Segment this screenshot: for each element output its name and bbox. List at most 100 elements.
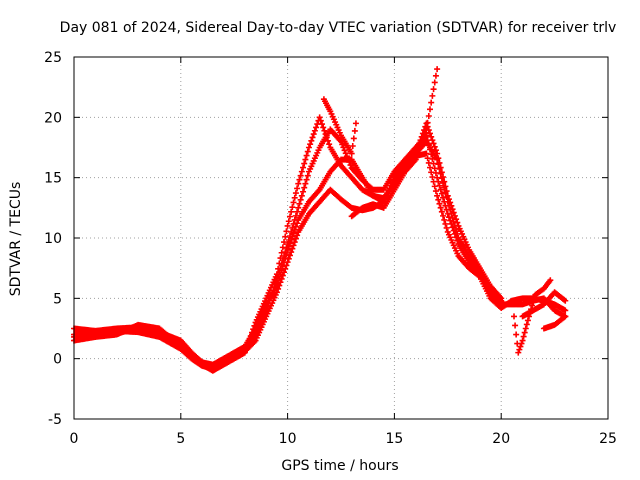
data-point [289,245,296,252]
axis-ticks: 0 5 10 15 20 25 -5 0 5 10 15 20 25 [44,50,617,447]
data-point [282,233,289,240]
data-point [529,302,536,309]
data-point [283,228,290,235]
data-point [288,237,295,244]
y-tick-label: 0 [53,352,62,368]
data-point [511,313,518,320]
data-point [434,66,441,73]
data-point [291,194,298,201]
data-point [436,200,443,207]
data-point [300,164,307,171]
data-point [324,137,331,144]
y-axis-label: SDTVAR / TECUs [8,182,24,297]
data-point [303,152,310,159]
data-point [523,321,530,328]
data-point [323,134,330,141]
data-point [317,117,324,124]
data-point [430,140,437,147]
data-point [349,142,356,149]
data-point [296,200,303,207]
data-point [517,343,524,350]
data-point [352,120,359,127]
data-point [286,240,293,247]
y-tick-label: 10 [44,231,62,247]
data-point [286,252,293,259]
data-point [316,114,323,121]
data-point [524,317,531,324]
data-point [417,143,424,150]
data-point [437,164,444,171]
data-point [297,172,304,179]
data-point [562,307,569,314]
data-point [449,206,456,213]
x-tick-label: 10 [279,431,297,447]
data-point [428,99,435,106]
data-point [298,168,305,175]
data-point [283,262,290,269]
data-point [438,169,445,176]
data-point [427,106,433,113]
data-point [294,208,301,215]
data-point [277,279,284,286]
data-point [348,150,355,157]
x-tick-label: 15 [385,431,403,447]
data-point [292,223,299,230]
data-point [278,249,285,256]
data-point [296,176,303,183]
data-point [313,124,320,131]
data-point [326,141,333,148]
data-point [416,146,423,153]
data-point [445,196,452,203]
data-point [304,172,311,179]
data-point [279,244,286,251]
data-point [309,134,316,141]
data-point [425,112,432,119]
data-point [308,137,315,144]
data-point [425,159,432,166]
data-point [434,150,441,157]
data-point [292,235,299,242]
data-point [454,219,461,226]
series-track-7 [511,277,554,356]
data-point [341,147,348,154]
data-point [429,92,436,99]
data-point [297,196,304,203]
data-point [424,119,431,126]
data-point [288,208,295,215]
data-point [519,337,526,344]
data-point [442,183,449,190]
data-point [301,184,308,191]
data-point [311,127,318,134]
data-point [440,212,447,219]
data-point [304,148,311,155]
data-point [275,285,282,292]
data-point [292,190,299,197]
data-point [295,204,302,211]
x-tick-label: 0 [70,431,79,447]
data-point [276,282,283,289]
data-point [431,79,438,86]
data-point [302,180,309,187]
data-point [518,340,525,347]
data-point [285,243,292,250]
data-point [285,218,292,225]
data-point [289,204,296,211]
data-point [291,239,298,246]
data-point [301,160,308,167]
data-point [286,213,293,220]
data-point [429,137,436,144]
data-point [278,275,285,282]
data-point [322,131,329,138]
data-point [444,192,451,199]
data-point [303,176,310,183]
data-point [423,150,430,157]
series-track-2 [71,114,569,374]
data-point [281,239,288,246]
data-point [290,242,297,249]
data-point [279,272,286,279]
series-track-5 [320,96,359,157]
data-point [294,185,301,192]
data-point [273,289,280,296]
data-point [284,247,291,254]
